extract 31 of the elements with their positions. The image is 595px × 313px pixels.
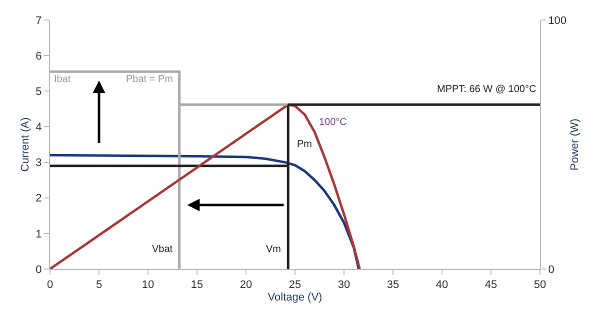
y2-axis-title: Power (W) <box>568 118 581 170</box>
annotation: Pm <box>297 139 312 150</box>
x-tick-label: 20 <box>240 279 252 292</box>
annotation: Ibat <box>54 74 71 85</box>
y-tick-label: 6 <box>36 50 42 62</box>
y-tick-label: 7 <box>36 14 42 27</box>
y-tick-label: 1 <box>36 228 42 240</box>
x-tick-label: 50 <box>534 279 546 292</box>
annotation: 100°C <box>319 117 347 128</box>
annotation: Pbat = Pm <box>126 74 173 85</box>
x-tick-label: 30 <box>338 279 350 292</box>
x-tick-label: 0 <box>46 279 54 292</box>
x-tick-label: 25 <box>288 279 302 292</box>
annotation: MPPT: 66 W @ 100°C <box>437 84 536 95</box>
y2-tick-label: 100 <box>548 14 567 27</box>
y-tick-label: 0 <box>36 264 42 276</box>
x-tick-label: 35 <box>386 279 400 292</box>
y-tick-label: 3 <box>36 157 42 170</box>
x-tick-label: 5 <box>96 279 102 292</box>
x-tick-label: 15 <box>190 279 204 292</box>
x-axis-title: Voltage (V) <box>268 291 322 304</box>
annotation: Vbat <box>152 244 173 255</box>
x-tick-label: 45 <box>484 279 498 292</box>
x-tick-label: 10 <box>142 279 154 292</box>
y-tick-label: 2 <box>36 192 42 205</box>
y-tick-label: 4 <box>36 122 42 134</box>
annotation: Vm <box>266 244 281 255</box>
y2-tick-label: 0 <box>548 264 554 276</box>
y-axis-title: Current (A) <box>19 117 32 172</box>
y-tick-label: 5 <box>36 86 42 98</box>
x-tick-label: 40 <box>436 279 448 292</box>
